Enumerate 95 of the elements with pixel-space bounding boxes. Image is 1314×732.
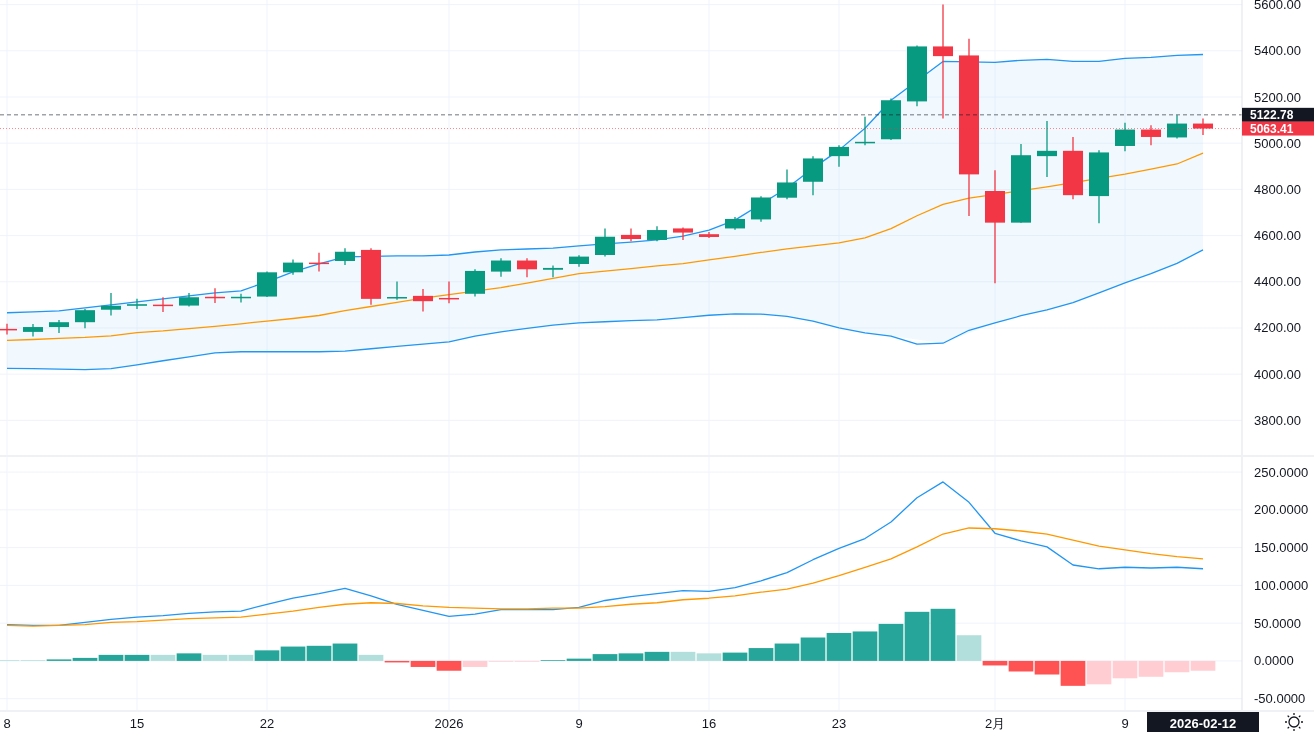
y-tick-label: 4400.00 (1254, 274, 1301, 290)
bar (1008, 660, 1034, 672)
x-tick-label: 23 (831, 715, 847, 731)
x-tick-label: 2026-02-12 (1169, 715, 1237, 731)
candlestick (1114, 122, 1136, 152)
y-tick-label: 100.0000 (1254, 577, 1309, 593)
x-tick-label: 8 (3, 715, 11, 731)
candlestick (126, 298, 148, 310)
y-tick-label: 0.0000 (1254, 653, 1294, 669)
bar (98, 654, 124, 661)
y-tick-label: 5200.00 (1254, 89, 1301, 105)
x-tick-label: 2026 (434, 715, 464, 731)
candlestick (464, 268, 486, 298)
candlestick (802, 155, 824, 196)
bar (722, 652, 748, 661)
line-series (6, 53, 1204, 314)
bar (592, 654, 618, 661)
candlestick (412, 288, 434, 313)
bar (1112, 660, 1138, 679)
candlestick (542, 264, 564, 278)
bar (748, 648, 774, 661)
y-tick-label: 4200.00 (1254, 320, 1301, 336)
bar (696, 653, 722, 661)
line-series (6, 481, 1204, 627)
candlestick (490, 257, 512, 278)
bar (254, 650, 280, 661)
y-tick-label: 200.0000 (1254, 502, 1309, 518)
bar (1060, 660, 1086, 686)
candlestick (932, 3, 954, 120)
y-tick-label: 3800.00 (1254, 412, 1301, 428)
line-series (6, 152, 1204, 342)
y-tick-label: -50.0000 (1254, 691, 1306, 707)
bar (930, 608, 956, 661)
bar (956, 635, 982, 661)
candlestick (74, 308, 96, 329)
y-tick-label: 150.0000 (1254, 540, 1309, 556)
bar (202, 654, 228, 661)
bar (618, 653, 644, 661)
bar (878, 623, 904, 661)
candlestick (1192, 117, 1214, 136)
y-tick-label: 250.0000 (1254, 464, 1309, 480)
x-tick-label: 22 (259, 715, 275, 731)
x-tick-label: 9 (1121, 715, 1129, 731)
bar (228, 654, 254, 661)
bar (124, 654, 150, 661)
bar (176, 653, 202, 661)
bar (904, 611, 930, 661)
bar (1034, 660, 1060, 675)
bar (1138, 660, 1164, 677)
line-series (6, 249, 1204, 371)
bar (1190, 660, 1216, 671)
x-tick-label: 2月 (984, 715, 1006, 731)
bar (332, 643, 358, 661)
candlestick (22, 323, 44, 338)
x-tick-label: 9 (575, 715, 583, 731)
candlestick (100, 292, 122, 317)
candlestick (776, 168, 798, 200)
bar (436, 660, 462, 671)
bar (306, 645, 332, 661)
bar (462, 660, 488, 667)
bar (150, 654, 176, 661)
bar (72, 657, 98, 661)
y-tick-label: 5400.00 (1254, 43, 1301, 59)
bar (280, 646, 306, 661)
bar (774, 643, 800, 661)
x-tick-label: 15 (129, 715, 145, 731)
y-tick-label: 5000.00 (1254, 135, 1301, 151)
candlestick (1166, 114, 1188, 140)
ref-line-label: 5063.41 (1250, 121, 1294, 136)
bar (670, 651, 696, 661)
y-tick-label: 50.0000 (1254, 615, 1301, 631)
bar (358, 654, 384, 661)
candlestick (1140, 124, 1162, 146)
x-tick-label: 16 (701, 715, 717, 731)
bar (644, 651, 670, 661)
y-tick-label: 4000.00 (1254, 366, 1301, 382)
candlestick (516, 257, 538, 278)
y-tick-label: 4800.00 (1254, 181, 1301, 197)
y-tick-label: 5600.00 (1254, 0, 1301, 13)
candlestick (386, 280, 408, 301)
bar (1164, 660, 1190, 673)
y-tick-label: 4600.00 (1254, 228, 1301, 244)
candlestick (48, 319, 70, 334)
candlestick (828, 144, 850, 168)
ref-line-label: 5122.78 (1250, 107, 1294, 122)
bar (852, 631, 878, 661)
candlestick (620, 227, 642, 243)
line-series (6, 527, 1204, 627)
candlestick (1036, 120, 1058, 178)
candlestick (750, 195, 772, 223)
bar (826, 632, 852, 661)
bar (1086, 660, 1112, 685)
bar (410, 660, 436, 667)
candlestick (594, 227, 616, 258)
bar (800, 637, 826, 661)
